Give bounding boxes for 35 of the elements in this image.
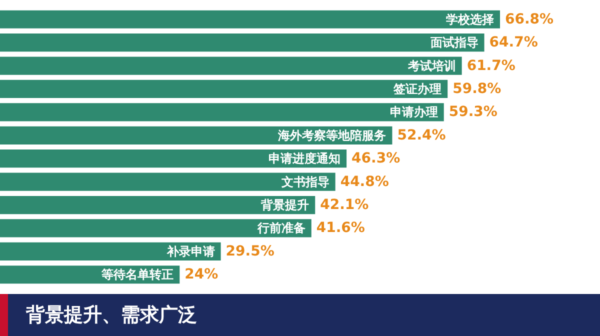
y-tick-label: 等待名单转正 [100, 268, 174, 282]
bar [0, 34, 484, 52]
data-label: 52.4% [397, 127, 446, 144]
bar [0, 172, 336, 191]
data-label: 66.8% [505, 11, 554, 28]
y-tick-label: 申请进度通知 [268, 152, 341, 166]
bar [0, 10, 500, 28]
data-label: 59.8% [452, 80, 502, 97]
data-label: 46.3% [352, 150, 400, 167]
data-label: 64.7% [489, 34, 538, 51]
y-tick-label: 考试培训 [406, 58, 456, 73]
bar [0, 219, 312, 238]
bar [0, 150, 347, 168]
data-label: 24% [184, 266, 218, 283]
data-label: 44.8% [340, 174, 389, 190]
y-tick-label: 行前准备 [256, 221, 306, 236]
y-tick-label: 签证办理 [392, 82, 442, 96]
text: 背景提升、需求广泛 [0, 294, 600, 336]
y-tick-label: 背景提升 [260, 198, 310, 212]
y-tick-label: 补录申请 [166, 244, 215, 258]
y-tick-label: 面试指导 [429, 36, 478, 50]
data-label: 41.6% [316, 220, 365, 236]
bar [0, 80, 448, 98]
bar [0, 103, 444, 122]
y-tick-label: 海外考察等地陪服务 [277, 128, 386, 142]
y-tick-label: 学校选择 [446, 12, 494, 26]
bar [0, 196, 316, 214]
data-label: 59.3% [448, 104, 498, 120]
bar [0, 56, 462, 75]
y-tick-label: 文书指导 [280, 174, 330, 189]
data-label: 42.1% [320, 197, 369, 214]
data-label: 61.7% [466, 58, 516, 74]
data-label: 29.5% [226, 243, 274, 260]
bar [0, 242, 221, 260]
y-tick-label: 申请办理 [390, 105, 438, 120]
